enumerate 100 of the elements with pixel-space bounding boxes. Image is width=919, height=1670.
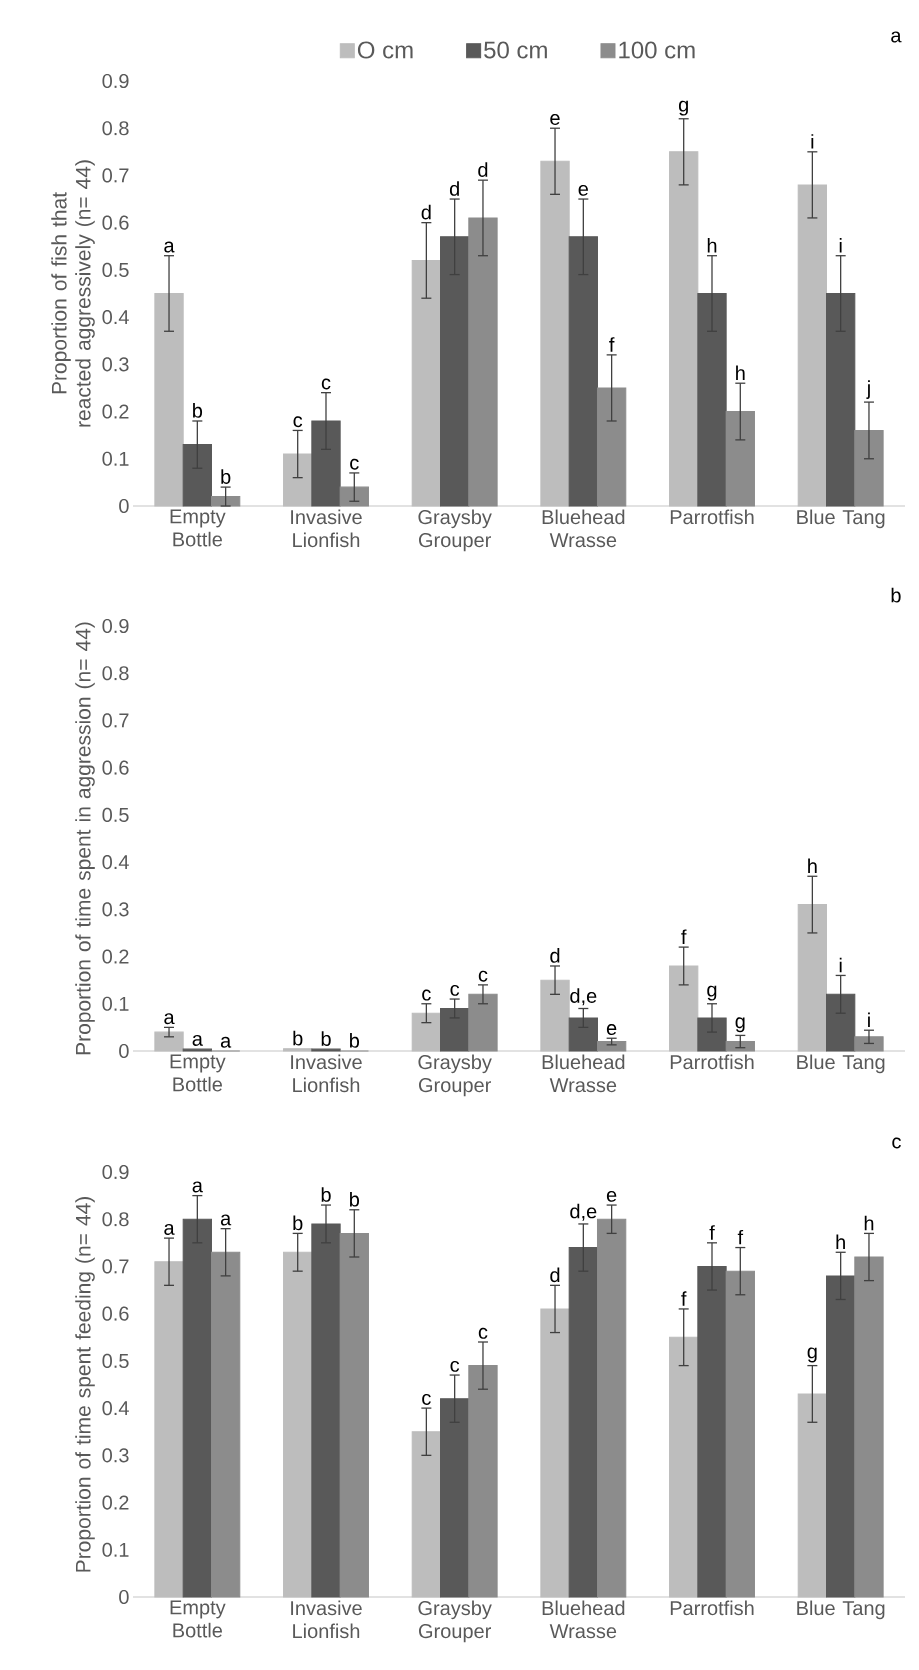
y-tick-label: 0.1 [102,1542,129,1557]
data-label: f [681,929,687,944]
data-label: a [220,1036,232,1048]
data-label: h [808,858,817,874]
y-tick-label: 0.8 [102,666,129,681]
data-label: a [164,1223,175,1235]
data-label: c [293,416,303,428]
text: a [891,31,902,43]
data-label: d [550,948,560,963]
y-tick-label: 0.8 [102,1212,129,1227]
data-label: e [578,184,588,196]
y-tick-label: 0 [119,1043,129,1059]
data-label: g [678,100,688,116]
y-tick-label: 0.5 [102,262,129,277]
data-label: d,e [570,988,597,1006]
y-tick-label: 0.9 [102,73,129,89]
y-axis-title: Proportion of time spent feeding (n= 44) [75,1197,95,1572]
data-label: d,e [570,1203,597,1221]
data-label: c [422,989,431,1001]
data-label: i [839,238,842,253]
y-tick-label: 0.4 [102,310,129,325]
x-tick-label: Invasive Lionfish [291,509,362,548]
y-tick-label: 0.1 [102,996,129,1011]
y-tick-label: 0.2 [102,949,129,964]
x-tick-label: Empty Bottle [170,509,226,547]
data-label: a [192,1034,203,1046]
data-label: d [478,162,488,177]
y-tick-label: 0 [119,498,129,514]
x-tick-label: Blue Tang [797,509,885,529]
y-tick-label: 0.5 [102,807,129,822]
y-tick-label: 0.8 [102,121,129,136]
data-label: f [681,1291,687,1306]
y-tick-label: 0.3 [102,1448,129,1463]
text: c [892,1137,901,1149]
legend-label: 50 cm [484,41,547,59]
data-label: j [866,380,870,399]
data-label: d [550,1267,560,1283]
data-label: h [736,365,745,381]
x-tick-label: Empty Bottle [170,1600,226,1638]
x-tick-label: Bluehead Wrasse [542,509,625,548]
y-tick-label: 0.9 [102,618,129,634]
data-label: f [609,337,615,352]
data-label: b [321,1031,331,1046]
data-label: c [350,458,359,470]
data-label: f [737,1229,744,1245]
legend-label: 100 cm [619,41,695,59]
x-tick-label: Graysby Grouper [418,1600,492,1643]
x-tick-label: Parrotfish [670,509,754,525]
y-tick-label: 0.6 [102,760,129,775]
data-label: i [811,134,814,149]
y-tick-label: 0.7 [102,1259,129,1274]
y-tick-label: 0 [119,1589,129,1605]
y-tick-label: 0.5 [102,1353,129,1368]
data-label: b [221,469,231,484]
data-label: a [192,1181,203,1193]
text: b [891,587,901,603]
data-label: a [164,1013,175,1025]
data-label: g [807,1347,817,1363]
data-label: c [478,970,488,982]
data-label: h [864,1215,874,1231]
x-tick-label: Parrotfish [670,1600,754,1616]
data-label: f [709,1225,715,1240]
y-tick-label: 0.6 [102,1306,129,1321]
data-label: b [321,1187,331,1202]
x-tick-label: Empty Bottle [170,1054,226,1092]
x-tick-label: Invasive Lionfish [291,1054,362,1093]
data-label: h [836,1234,845,1250]
y-tick-label: 0.7 [102,713,129,728]
y-tick-label: 0.4 [102,855,129,870]
y-axis-title: Proportion of time spent in aggression (n= 44) [75,622,95,1055]
data-label: i [868,1012,870,1028]
data-label: c [422,1393,431,1405]
data-label: a [164,241,175,253]
y-tick-label: 0.9 [102,1164,129,1180]
data-label: a [220,1214,232,1226]
data-label: g [735,1017,745,1033]
y-tick-label: 0.4 [102,1401,129,1416]
x-tick-label: Invasive Lionfish [291,1600,362,1639]
y-axis-title: Proportion of fish that reacted aggressively (n= 44) [51,160,95,427]
data-label: c [450,1360,460,1372]
data-label: c [321,378,331,390]
x-tick-label: Blue Tang [797,1600,885,1620]
y-tick-label: 0.6 [102,215,129,230]
y-tick-label: 0.3 [102,902,129,917]
data-label: b [193,403,203,418]
y-tick-label: 0.2 [102,404,129,419]
data-label: i [839,957,842,973]
y-tick-label: 0.1 [102,451,129,466]
data-label: e [550,114,560,126]
data-label: h [707,238,717,253]
legend-label: O cm [357,41,413,59]
x-tick-label: Blue Tang [797,1054,885,1074]
data-label: g [707,985,717,1001]
data-label: c [450,984,460,996]
data-label: e [606,1190,617,1202]
y-tick-label: 0.3 [102,357,129,372]
y-tick-label: 0.2 [102,1495,129,1510]
y-tick-label: 0.7 [102,168,129,183]
x-tick-label: Graysby Grouper [418,1054,492,1097]
data-label: c [478,1327,488,1339]
